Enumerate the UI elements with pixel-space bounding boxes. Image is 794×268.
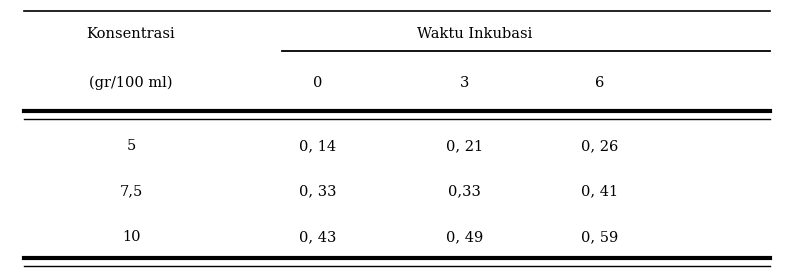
Text: (gr/100 ml): (gr/100 ml) bbox=[89, 76, 173, 90]
Text: 0: 0 bbox=[313, 76, 322, 90]
Text: 0, 49: 0, 49 bbox=[446, 230, 483, 244]
Text: 0, 26: 0, 26 bbox=[580, 139, 619, 153]
Text: 7,5: 7,5 bbox=[119, 185, 143, 199]
Text: 5: 5 bbox=[126, 139, 136, 153]
Text: 3: 3 bbox=[460, 76, 469, 90]
Text: 10: 10 bbox=[121, 230, 141, 244]
Text: 0,33: 0,33 bbox=[448, 185, 481, 199]
Text: Konsentrasi: Konsentrasi bbox=[87, 27, 175, 40]
Text: 0, 14: 0, 14 bbox=[299, 139, 336, 153]
Text: 0, 21: 0, 21 bbox=[446, 139, 483, 153]
Text: 0, 43: 0, 43 bbox=[299, 230, 337, 244]
Text: 6: 6 bbox=[595, 76, 604, 90]
Text: Waktu Inkubasi: Waktu Inkubasi bbox=[417, 27, 532, 40]
Text: 0, 41: 0, 41 bbox=[581, 185, 618, 199]
Text: 0, 33: 0, 33 bbox=[299, 185, 337, 199]
Text: 0, 59: 0, 59 bbox=[581, 230, 618, 244]
